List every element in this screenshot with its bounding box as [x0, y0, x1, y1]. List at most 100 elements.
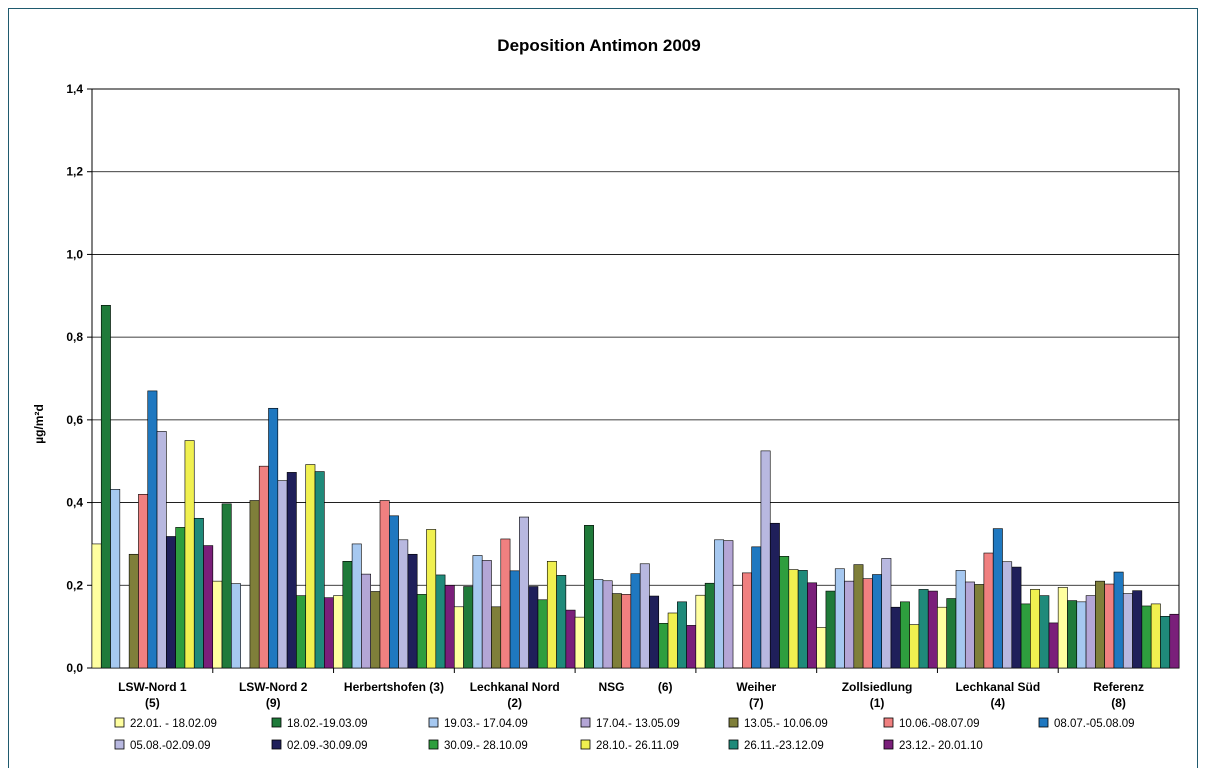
bar [1030, 589, 1040, 669]
bar [184, 440, 195, 669]
bar [872, 574, 883, 669]
legend-swatch [728, 739, 739, 750]
x-tick-label: LSW-Nord 2 [239, 680, 308, 694]
bar [816, 627, 827, 669]
bar [844, 580, 855, 669]
bar [556, 575, 567, 669]
bar [779, 556, 790, 669]
bar [1076, 601, 1087, 669]
bar [574, 616, 585, 669]
bar [584, 525, 594, 669]
bar [565, 609, 576, 669]
bar [1020, 603, 1031, 669]
legend-swatch [428, 717, 439, 728]
bar [890, 606, 901, 669]
legend-label: 13.05.- 10.06.09 [744, 718, 828, 730]
bar [193, 517, 204, 669]
bar [927, 590, 938, 669]
x-tick-label: Referenz [1093, 680, 1144, 694]
bar [509, 570, 520, 669]
x-tick-label: Lechkanal Nord [470, 680, 560, 694]
bar [918, 589, 929, 669]
bar [649, 595, 660, 669]
legend-item: 02.09.-30.09.09 [271, 739, 368, 752]
x-tick-label: (9) [266, 696, 281, 710]
y-tick-label: 0,2 [66, 578, 83, 592]
bar [1095, 580, 1105, 669]
x-tick-label: Weiher [736, 680, 776, 694]
bar [1085, 595, 1096, 669]
bar [351, 543, 362, 669]
bar [946, 598, 957, 669]
legend-label: 05.08.-02.09.09 [130, 740, 211, 752]
bar [1160, 616, 1171, 669]
bar [974, 584, 985, 669]
bar [909, 624, 920, 669]
legend-item: 26.11.-23.12.09 [728, 739, 824, 752]
bar [426, 529, 437, 669]
bar [546, 560, 557, 669]
bar [147, 390, 158, 669]
x-tick-label: (4) [990, 696, 1005, 710]
legend-item: 17.04.- 13.05.09 [580, 717, 680, 730]
bar [602, 580, 613, 669]
legend-swatch [428, 739, 439, 750]
bar [407, 553, 418, 669]
bar [528, 586, 539, 669]
legend-item: 30.09.- 28.10.09 [428, 739, 528, 752]
bar [203, 545, 214, 669]
legend-swatch [114, 717, 125, 728]
bar [166, 536, 176, 669]
chart-frame: Deposition Antimon 2009 µg/m²d 0,0 0,2 0,4… [8, 8, 1198, 768]
bar [983, 552, 994, 669]
bar [296, 595, 307, 669]
bar [695, 594, 706, 669]
bar [621, 594, 632, 669]
axes: 0,0 0,2 0,4 0,6 0,8 1,0 1,2 1,4 LSW-Nord 1 (5) LSW… [66, 82, 1144, 710]
bars [91, 304, 1180, 669]
y-tick-label: 1,2 [66, 165, 83, 179]
legend-swatch [883, 739, 894, 750]
bar [937, 606, 947, 669]
legend-swatch [580, 717, 591, 728]
y-axis-label: µg/m²d [32, 404, 46, 444]
bar [992, 528, 1003, 669]
chart-title: Deposition Antimon 2009 [497, 36, 700, 55]
bar [370, 591, 381, 669]
bar [825, 590, 836, 669]
bar [537, 599, 548, 669]
x-tick-label: (8) [1111, 696, 1126, 710]
bar [472, 555, 483, 669]
bar [1067, 600, 1078, 669]
bar [900, 601, 910, 669]
bar [1122, 593, 1133, 669]
legend-label: 17.04.- 13.05.09 [596, 718, 680, 730]
bar [277, 480, 288, 669]
bar [500, 538, 511, 669]
x-tick-label: Herbertshofen (3) [344, 680, 444, 694]
bar [714, 539, 725, 669]
bar [853, 564, 864, 669]
bar [221, 503, 232, 669]
bar [1104, 583, 1115, 669]
bar [305, 464, 316, 669]
bar [379, 500, 390, 669]
bar [333, 595, 344, 669]
bar [91, 543, 102, 669]
y-tick-label: 1,0 [66, 247, 83, 261]
bar [788, 569, 799, 669]
legend-item: 05.08.-02.09.09 [114, 739, 211, 752]
bar [286, 472, 297, 669]
legend-label: 08.07.-05.08.09 [1054, 718, 1135, 730]
bar [361, 573, 371, 669]
bar [630, 573, 641, 669]
y-tick-label: 1,4 [66, 82, 83, 96]
bar [100, 304, 111, 669]
bar [324, 597, 334, 669]
legend-label: 02.09.-30.09.09 [287, 740, 368, 752]
bar [964, 581, 975, 669]
x-tick-label: Lechkanal Süd [955, 680, 1040, 694]
bar [742, 572, 752, 669]
bar [175, 527, 186, 669]
bar [388, 515, 399, 669]
